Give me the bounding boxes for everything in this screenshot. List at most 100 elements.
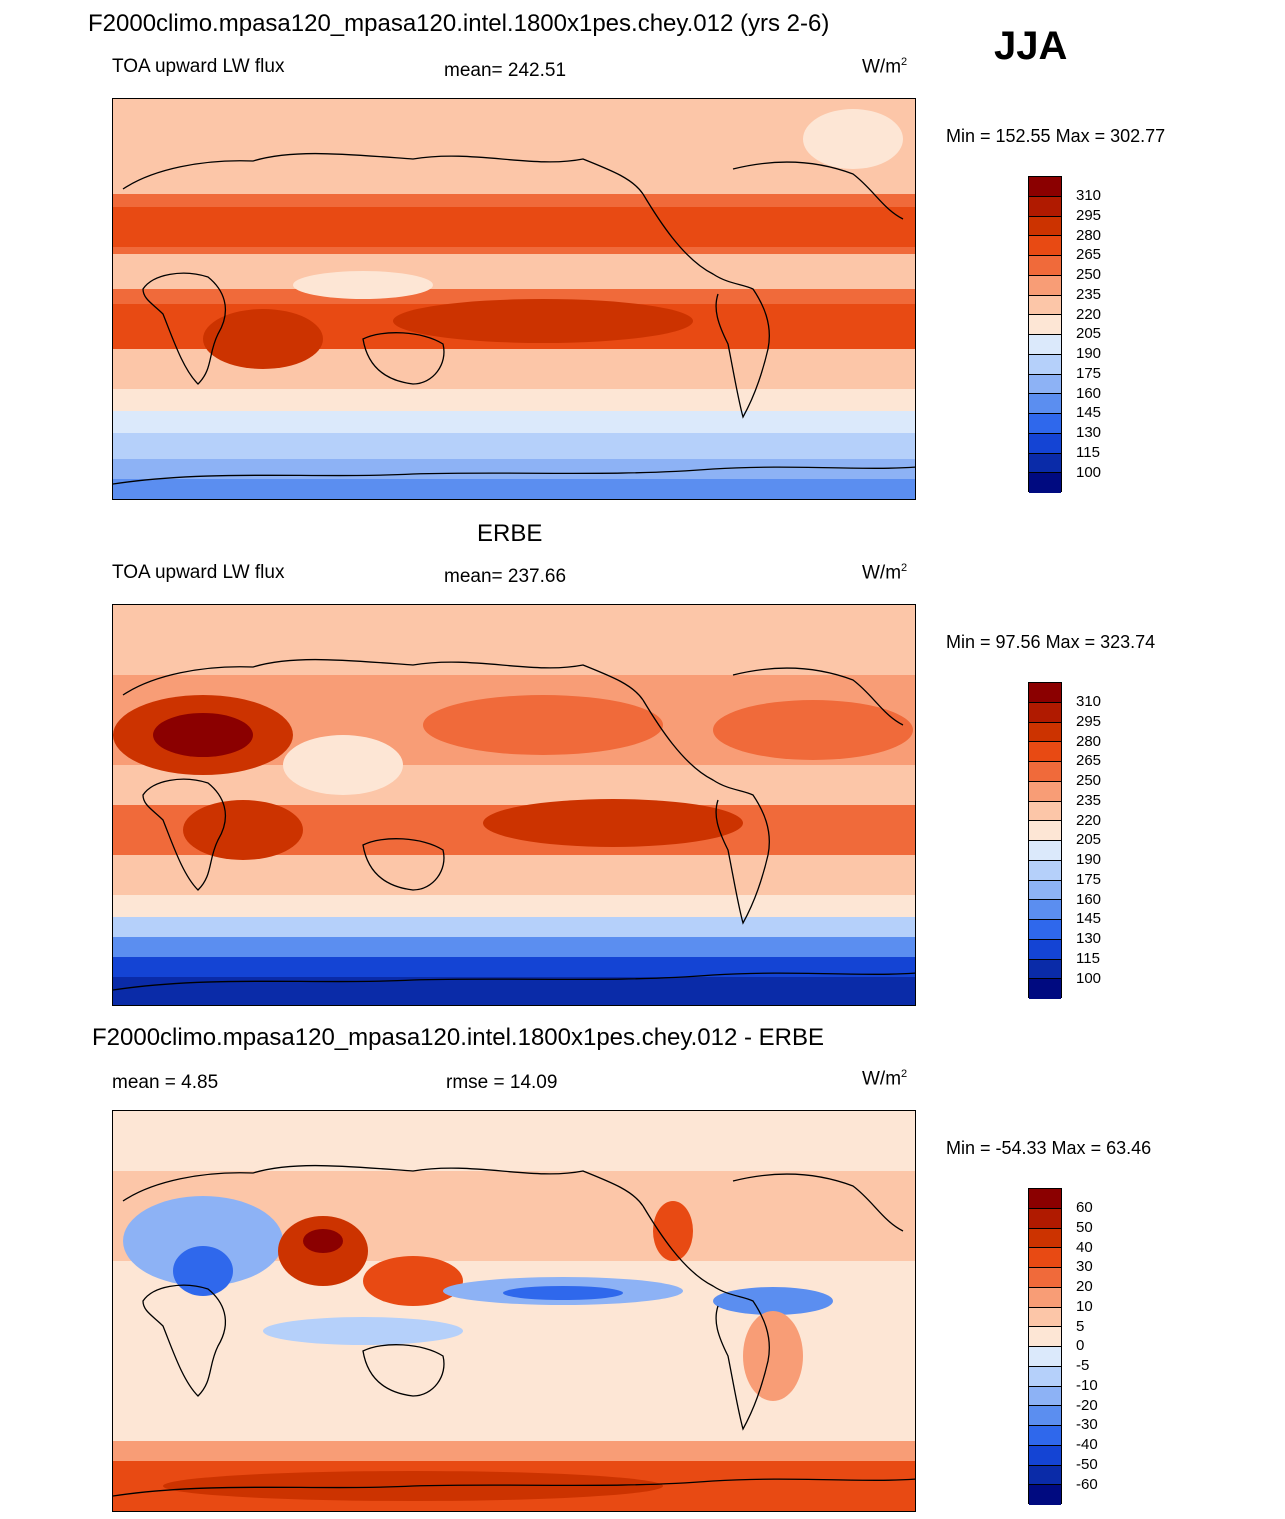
panel2-title: ERBE xyxy=(477,520,543,547)
colorbar-box xyxy=(1029,1485,1061,1505)
colorbar-box xyxy=(1029,900,1061,920)
colorbar-box xyxy=(1029,473,1061,493)
colorbar-box xyxy=(1029,275,1061,296)
colorbar-label: 235 xyxy=(1076,286,1102,303)
colorbar-label: 0 xyxy=(1076,1337,1085,1354)
colorbar-label: 265 xyxy=(1076,752,1102,769)
colorbar-box xyxy=(1029,1445,1061,1466)
colorbar-label: 115 xyxy=(1076,950,1100,967)
colorbar-box xyxy=(1029,1426,1061,1446)
colorbar-box xyxy=(1029,920,1061,940)
colorbar-label: 220 xyxy=(1076,306,1102,323)
colorbar-box xyxy=(1029,1386,1061,1407)
colorbar-box xyxy=(1029,1248,1061,1268)
colorbar-label: 130 xyxy=(1076,424,1102,441)
colorbar-label: 20 xyxy=(1076,1278,1093,1295)
panel3-title: F2000climo.mpasa120_mpasa120.intel.1800x… xyxy=(92,1024,824,1051)
panel1-colorbar xyxy=(1028,176,1062,493)
colorbar-label: 250 xyxy=(1076,772,1102,789)
colorbar-label: 50 xyxy=(1076,1219,1093,1236)
colorbar-label: 310 xyxy=(1076,187,1102,204)
colorbar-label: 175 xyxy=(1076,871,1102,888)
colorbar-label: 205 xyxy=(1076,831,1102,848)
colorbar-label: 145 xyxy=(1076,404,1102,421)
colorbar-box xyxy=(1029,979,1061,999)
panel1-units: W/m2 xyxy=(862,56,908,78)
colorbar-label: 60 xyxy=(1076,1199,1093,1216)
colorbar-box xyxy=(1029,801,1061,822)
colorbar-label: 295 xyxy=(1076,207,1102,224)
colorbar-label: -50 xyxy=(1076,1456,1098,1473)
colorbar-box xyxy=(1029,295,1061,316)
colorbar-label: 250 xyxy=(1076,266,1102,283)
panel1-map xyxy=(112,98,916,500)
colorbar-label: 10 xyxy=(1076,1298,1093,1315)
colorbar-label: 160 xyxy=(1076,385,1102,402)
colorbar-box xyxy=(1029,177,1061,197)
colorbar-box xyxy=(1029,841,1061,861)
colorbar-box xyxy=(1029,1268,1061,1288)
panel1-minmax: Min = 152.55 Max = 302.77 xyxy=(946,126,1166,146)
panel3-mean-label: mean = 4.85 xyxy=(112,1072,219,1093)
colorbar-box xyxy=(1029,702,1061,723)
colorbar-box xyxy=(1029,216,1061,237)
colorbar-label: 280 xyxy=(1076,227,1102,244)
colorbar-box xyxy=(1029,315,1061,335)
colorbar-box xyxy=(1029,1228,1061,1249)
colorbar-box xyxy=(1029,236,1061,256)
season-label: JJA xyxy=(994,24,1068,68)
colorbar-box xyxy=(1029,1406,1061,1426)
colorbar-box xyxy=(1029,414,1061,434)
colorbar-label: 100 xyxy=(1076,970,1102,987)
colorbar-label: 175 xyxy=(1076,365,1102,382)
colorbar-box xyxy=(1029,394,1061,414)
panel3-rmse-label: rmse = 14.09 xyxy=(446,1072,558,1093)
panel1-title: F2000climo.mpasa120_mpasa120.intel.1800x… xyxy=(88,10,830,37)
colorbar-box xyxy=(1029,762,1061,782)
colorbar-box xyxy=(1029,1208,1061,1229)
colorbar-label: -30 xyxy=(1076,1416,1098,1433)
colorbar-label: -60 xyxy=(1076,1476,1098,1493)
colorbar-box xyxy=(1029,939,1061,960)
colorbar-box xyxy=(1029,959,1061,980)
colorbar-box xyxy=(1029,821,1061,841)
colorbar-box xyxy=(1029,453,1061,474)
colorbar-box xyxy=(1029,1347,1061,1367)
panel3-colorbar xyxy=(1028,1188,1062,1505)
colorbar-box xyxy=(1029,781,1061,802)
colorbar-label: -10 xyxy=(1076,1377,1098,1394)
colorbar-box xyxy=(1029,860,1061,881)
colorbar-label: -40 xyxy=(1076,1436,1098,1453)
colorbar-label: 5 xyxy=(1076,1318,1085,1335)
colorbar-label: 30 xyxy=(1076,1258,1093,1275)
colorbar-label: 100 xyxy=(1076,464,1102,481)
colorbar-box xyxy=(1029,1465,1061,1486)
colorbar-label: 190 xyxy=(1076,851,1102,868)
colorbar-label: 265 xyxy=(1076,246,1102,263)
colorbar-label: 310 xyxy=(1076,693,1102,710)
colorbar-label: 115 xyxy=(1076,444,1100,461)
colorbar-box xyxy=(1029,335,1061,355)
colorbar-label: 145 xyxy=(1076,910,1102,927)
colorbar-label: 40 xyxy=(1076,1239,1093,1256)
colorbar-box xyxy=(1029,196,1061,217)
colorbar-box xyxy=(1029,256,1061,276)
colorbar-box xyxy=(1029,880,1061,901)
colorbar-label: 280 xyxy=(1076,733,1102,750)
panel2-colorbar xyxy=(1028,682,1062,999)
colorbar-box xyxy=(1029,683,1061,703)
panel1-variable-label: TOA upward LW flux xyxy=(112,56,285,77)
colorbar-box xyxy=(1029,1189,1061,1209)
panel1-mean-label: mean= 242.51 xyxy=(444,60,567,81)
panel3-units: W/m2 xyxy=(862,1068,908,1090)
panel2-minmax: Min = 97.56 Max = 323.74 xyxy=(946,632,1156,652)
colorbar-box xyxy=(1029,374,1061,395)
panel2-mean-label: mean= 237.66 xyxy=(444,566,567,587)
colorbar-label: 220 xyxy=(1076,812,1102,829)
colorbar-label: 130 xyxy=(1076,930,1102,947)
colorbar-label: -5 xyxy=(1076,1357,1090,1374)
panel2-map xyxy=(112,604,916,1006)
colorbar-box xyxy=(1029,742,1061,762)
colorbar-box xyxy=(1029,433,1061,454)
panel2-units: W/m2 xyxy=(862,562,908,584)
